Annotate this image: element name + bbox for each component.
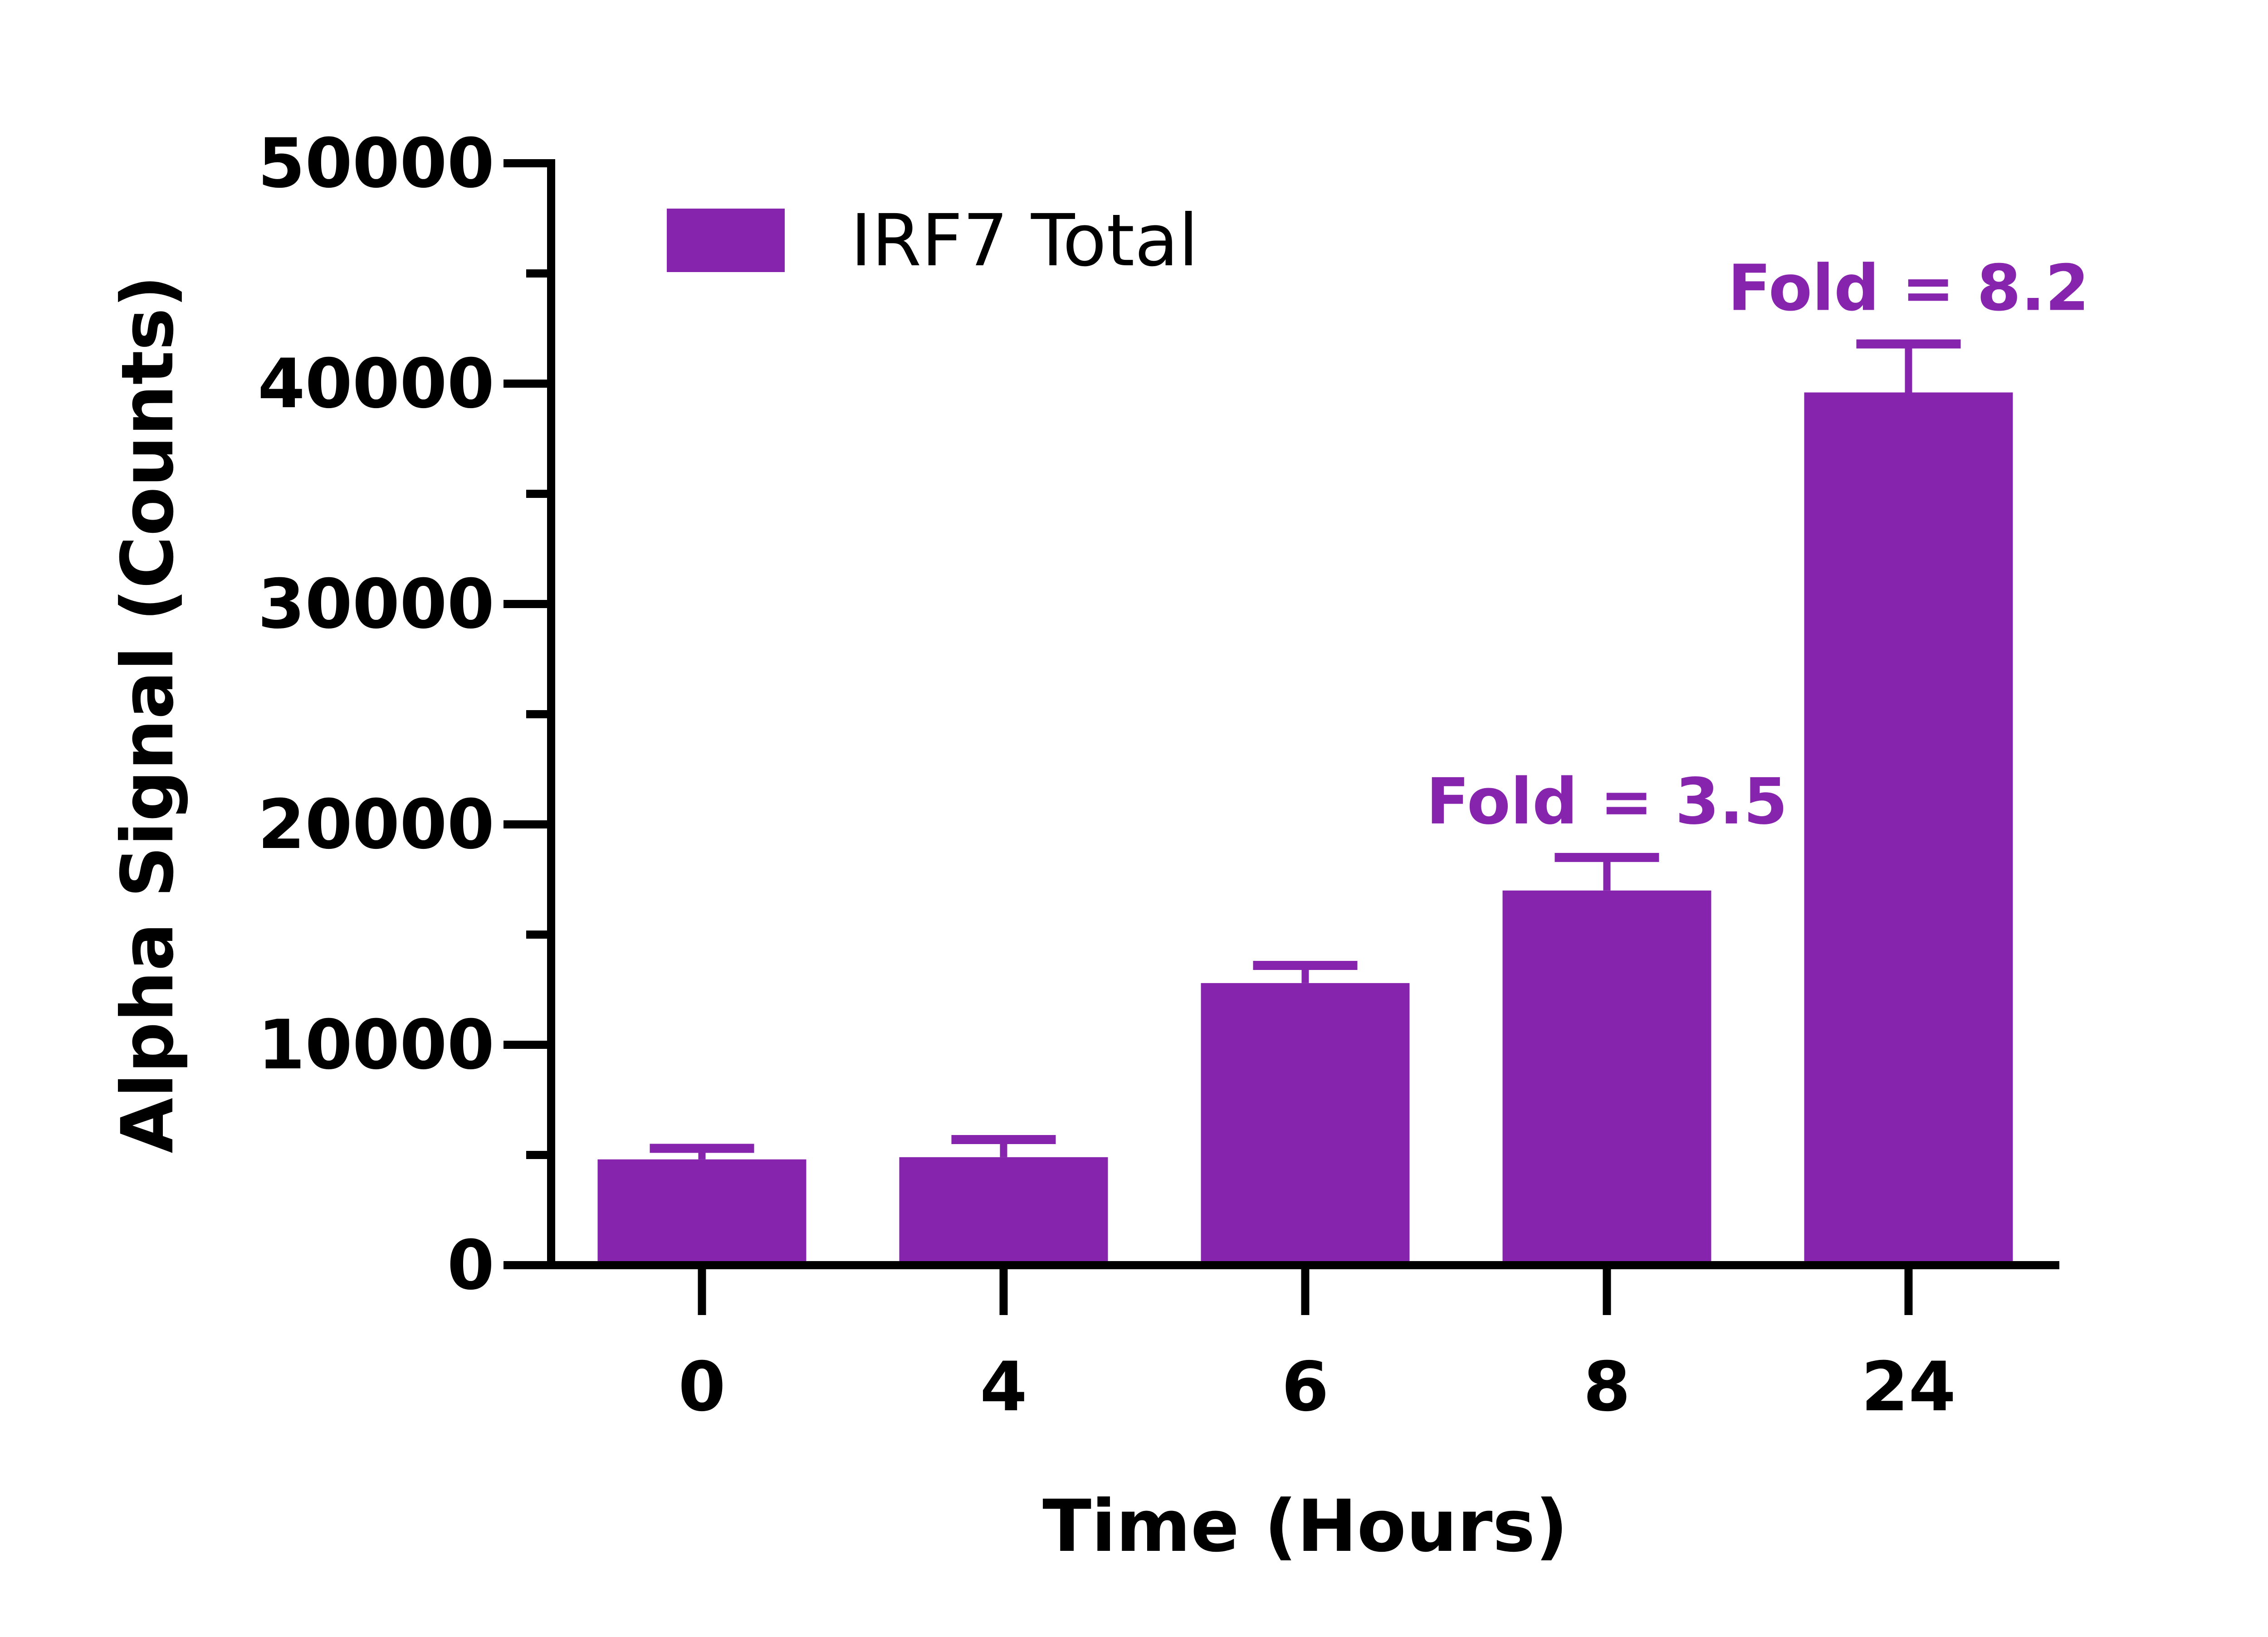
y-tick-label-0: 0 [447, 1226, 494, 1305]
x-axis-title: Time (Hours) [1042, 1485, 1568, 1568]
annotation-fold-24: Fold = 8.2 [1728, 252, 2089, 326]
x-tick-label-6: 6 [1281, 1348, 1329, 1427]
y-tick-label-30000: 30000 [258, 565, 494, 644]
x-ticks-layer: 0 4 6 8 24 [678, 1265, 1956, 1427]
error-bar-24 [1856, 339, 1961, 393]
y-tick-label-50000: 50000 [258, 124, 494, 203]
bar-8 [1502, 890, 1711, 1265]
bars-layer [597, 392, 2013, 1266]
y-axis-title: Alpha Signal (Counts) [106, 275, 190, 1153]
annotations-layer: Fold = 3.5 Fold = 8.2 [1426, 252, 2089, 839]
error-bars-layer [650, 339, 1961, 1160]
x-tick-label-8: 8 [1583, 1348, 1630, 1427]
x-tick-label-4: 4 [980, 1348, 1027, 1427]
x-tick-label-24: 24 [1861, 1348, 1956, 1427]
bar-4 [899, 1157, 1108, 1265]
error-bar-6 [1253, 961, 1358, 983]
error-bar-8 [1554, 853, 1659, 891]
legend: IRF7 Total [667, 199, 1198, 283]
y-tick-label-20000: 20000 [258, 785, 494, 864]
y-tick-label-40000: 40000 [258, 345, 494, 424]
error-bar-0 [650, 1144, 754, 1160]
bar-24 [1804, 392, 2013, 1266]
y-tick-label-10000: 10000 [258, 1006, 494, 1085]
legend-swatch-irf7-total [667, 209, 785, 272]
bar-6 [1201, 983, 1410, 1265]
bar-0 [597, 1159, 807, 1265]
legend-label-irf7-total: IRF7 Total [850, 199, 1198, 283]
error-bar-4 [951, 1135, 1056, 1157]
y-ticks-layer: 0 10000 20000 30000 40000 50000 [258, 124, 551, 1305]
annotation-fold-8: Fold = 3.5 [1426, 765, 1788, 839]
x-tick-label-0: 0 [678, 1348, 725, 1427]
